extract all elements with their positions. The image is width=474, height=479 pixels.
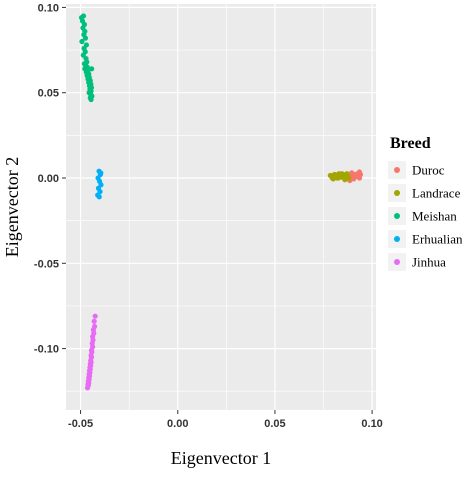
data-point-duroc bbox=[352, 174, 358, 180]
data-point-erhualian bbox=[96, 194, 102, 200]
data-point-jinhua bbox=[84, 385, 91, 391]
data-point-duroc bbox=[356, 169, 363, 175]
x-tick-label: 0.00 bbox=[167, 418, 188, 430]
data-point-landrace bbox=[332, 171, 338, 178]
data-point-meishan bbox=[88, 96, 94, 103]
data-point-landrace bbox=[346, 175, 352, 181]
legend-label-duroc: Duroc bbox=[412, 163, 445, 178]
data-points bbox=[78, 13, 364, 391]
y-tick-label: -0.05 bbox=[34, 258, 59, 270]
y-tick-label: -0.10 bbox=[34, 344, 59, 356]
legend: Breed Duroc Landrace Meishan Erhualian Jinhu… bbox=[388, 135, 463, 271]
y-tick-label: 0.10 bbox=[38, 2, 59, 14]
x-axis-title: Eigenvector 1 bbox=[171, 448, 271, 468]
axis-ticks: -0.05 0.00 0.05 0.10 -0.10 -0.05 0.00 0.05 0.10 bbox=[34, 2, 383, 430]
grid-lines bbox=[66, 4, 376, 410]
data-point-landrace bbox=[340, 171, 346, 178]
x-tick-label: 0.05 bbox=[264, 418, 285, 430]
legend-swatch-jinhua bbox=[394, 259, 400, 265]
legend-label-landrace: Landrace bbox=[412, 186, 461, 201]
y-axis-title: Eigenvector 2 bbox=[2, 157, 22, 257]
data-point-meishan bbox=[82, 35, 89, 41]
legend-label-meishan: Meishan bbox=[412, 209, 457, 224]
data-point-meishan bbox=[89, 66, 95, 72]
legend-swatch-duroc bbox=[394, 167, 400, 173]
legend-items: Duroc Landrace Meishan Erhualian Jinhua bbox=[388, 161, 463, 271]
x-tick-label: -0.05 bbox=[68, 418, 93, 430]
data-point-meishan bbox=[79, 38, 85, 45]
y-tick-label: 0.00 bbox=[38, 173, 59, 185]
data-point-landrace bbox=[336, 171, 342, 177]
data-point-jinhua bbox=[92, 313, 98, 319]
data-point-meishan bbox=[80, 13, 87, 19]
legend-label-erhualian: Erhualian bbox=[412, 232, 463, 247]
legend-title: Breed bbox=[390, 135, 431, 152]
y-tick-label: 0.05 bbox=[38, 88, 59, 100]
legend-swatch-erhualian bbox=[394, 236, 400, 242]
data-point-landrace bbox=[342, 177, 348, 183]
legend-label-jinhua: Jinhua bbox=[412, 255, 446, 270]
legend-swatch-landrace bbox=[394, 190, 400, 196]
x-tick-label: 0.10 bbox=[361, 418, 382, 430]
data-point-jinhua bbox=[91, 318, 97, 324]
data-point-landrace bbox=[329, 175, 335, 181]
data-point-erhualian bbox=[98, 170, 104, 176]
legend-swatch-meishan bbox=[394, 213, 400, 219]
data-point-landrace bbox=[344, 171, 350, 177]
plot-panel bbox=[66, 4, 376, 410]
